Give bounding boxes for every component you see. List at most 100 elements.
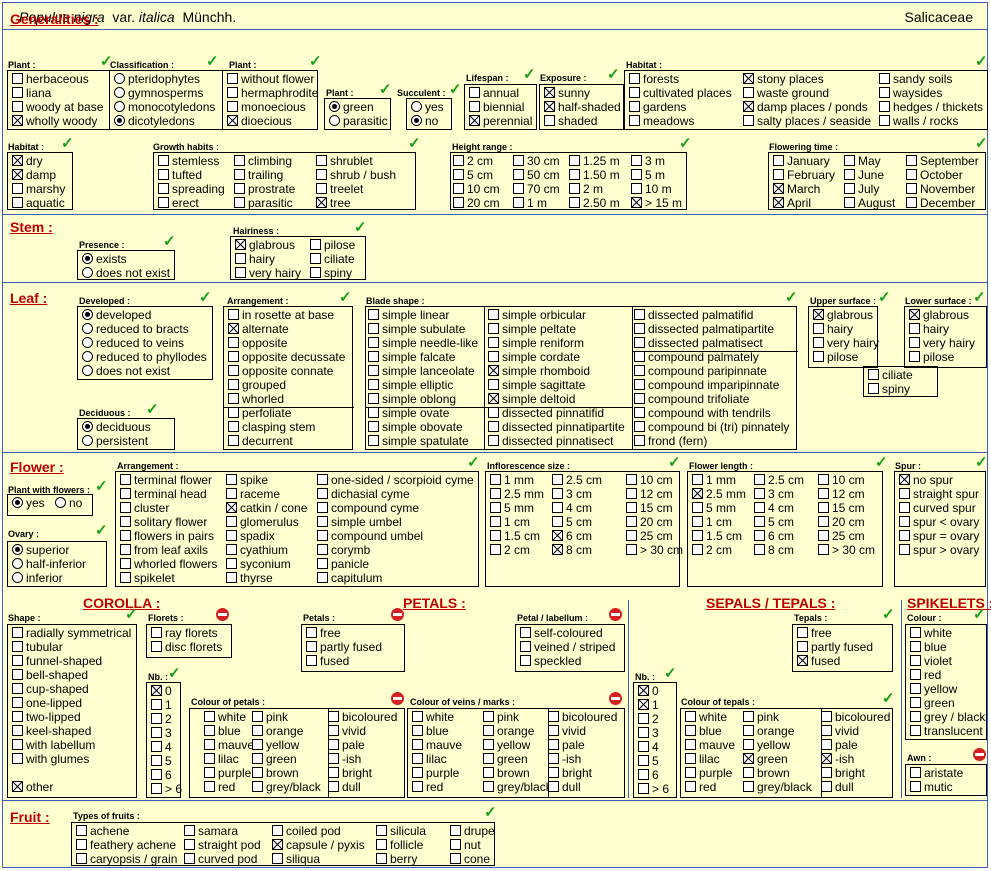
checkbox[interactable] [513, 169, 524, 180]
checkbox[interactable] [685, 753, 696, 764]
radio-button[interactable] [411, 101, 422, 112]
checkbox[interactable] [626, 474, 637, 485]
option-august[interactable]: August [844, 196, 895, 210]
option-spadix[interactable]: spadix [226, 529, 275, 543]
option-opposite-connate[interactable]: opposite connate [228, 364, 333, 378]
option-superior[interactable]: superior [12, 543, 69, 557]
checkbox[interactable] [184, 825, 195, 836]
checkbox[interactable] [272, 839, 283, 850]
checkbox[interactable] [821, 753, 832, 764]
option-reduced-to-phyllodes[interactable]: reduced to phyllodes [82, 350, 207, 364]
option-3[interactable]: 3 [638, 726, 659, 740]
option-purple[interactable]: purple [412, 766, 459, 780]
option-with-glumes[interactable]: with glumes [12, 752, 89, 766]
option-sandy-soils[interactable]: sandy soils [879, 72, 952, 86]
option-green[interactable]: green [252, 752, 297, 766]
checkbox[interactable] [899, 502, 910, 513]
checkbox[interactable] [12, 115, 23, 126]
option-very-hairy[interactable]: very hairy [813, 336, 879, 350]
option-15-m[interactable]: > 15 m [631, 196, 682, 210]
option-6[interactable]: > 6 [151, 782, 182, 796]
checkbox[interactable] [899, 530, 910, 541]
checkbox[interactable] [412, 711, 423, 722]
option-4[interactable]: 4 [151, 740, 172, 754]
option-pale[interactable]: pale [548, 738, 585, 752]
option-2-cm[interactable]: 2 cm [692, 543, 732, 557]
option-free[interactable]: free [306, 626, 341, 640]
option-compound-imparipinnate[interactable]: compound imparipinnate [634, 378, 779, 392]
checkbox[interactable] [488, 323, 499, 334]
checkbox[interactable] [151, 713, 162, 724]
checkbox[interactable] [228, 323, 239, 334]
option-curved-pod[interactable]: curved pod [184, 852, 257, 866]
checkbox[interactable] [797, 641, 808, 652]
option-simple-reniform[interactable]: simple reniform [488, 336, 584, 350]
option-grey-black[interactable]: grey/black [252, 780, 321, 794]
option-stony-places[interactable]: stony places [743, 72, 824, 86]
option-cone[interactable]: cone [450, 852, 490, 866]
checkbox[interactable] [368, 393, 379, 404]
checkbox[interactable] [910, 655, 921, 666]
radio-button[interactable] [114, 87, 125, 98]
checkbox[interactable] [12, 183, 23, 194]
checkbox[interactable] [151, 685, 162, 696]
checkbox[interactable] [483, 739, 494, 750]
checkbox[interactable] [450, 839, 461, 850]
checkbox[interactable] [120, 516, 131, 527]
option-pale[interactable]: pale [821, 738, 858, 752]
option-10-m[interactable]: 10 m [631, 182, 672, 196]
option-simple-rhomboid[interactable]: simple rhomboid [488, 364, 590, 378]
option-6-cm[interactable]: 6 cm [552, 529, 592, 543]
option-dissected-pinnatisect[interactable]: dissected pinnatisect [488, 434, 613, 448]
checkbox[interactable] [469, 115, 480, 126]
checkbox[interactable] [634, 379, 645, 390]
option-1[interactable]: 1 [638, 698, 659, 712]
option-deciduous[interactable]: deciduous [82, 420, 151, 434]
option-ish[interactable]: -ish [548, 752, 581, 766]
option-2-cm[interactable]: 2 cm [490, 543, 530, 557]
checkbox[interactable] [638, 769, 649, 780]
checkbox[interactable] [754, 502, 765, 513]
checkbox[interactable] [631, 169, 642, 180]
option-compound-umbel[interactable]: compound umbel [317, 529, 423, 543]
checkbox[interactable] [899, 474, 910, 485]
checkbox[interactable] [120, 488, 131, 499]
option-blue[interactable]: blue [910, 640, 947, 654]
checkbox[interactable] [629, 101, 640, 112]
checkbox[interactable] [310, 267, 321, 278]
option-hedges-thickets[interactable]: hedges / thickets [879, 100, 983, 114]
checkbox[interactable] [226, 516, 237, 527]
option-5-cm[interactable]: 5 cm [754, 515, 794, 529]
option-achene[interactable]: achene [76, 824, 129, 838]
option-red[interactable]: red [412, 780, 443, 794]
checkbox[interactable] [252, 753, 263, 764]
option-6-cm[interactable]: 6 cm [754, 529, 794, 543]
option-dissected-palmatisect[interactable]: dissected palmatisect [634, 336, 763, 350]
option-translucent[interactable]: translucent [910, 724, 983, 738]
checkbox[interactable] [909, 337, 920, 348]
checkbox[interactable] [910, 683, 921, 694]
option-stemless[interactable]: stemless [158, 154, 219, 168]
checkbox[interactable] [813, 309, 824, 320]
option-2-5-mm[interactable]: 2.5 mm [490, 487, 544, 501]
checkbox[interactable] [120, 502, 131, 513]
option-hermaphrodite[interactable]: hermaphrodite [227, 86, 318, 100]
option-ish[interactable]: -ish [821, 752, 854, 766]
checkbox[interactable] [906, 169, 917, 180]
option-orange[interactable]: orange [252, 724, 303, 738]
checkbox[interactable] [368, 337, 379, 348]
option-january[interactable]: January [773, 154, 830, 168]
radio-button[interactable] [114, 101, 125, 112]
checkbox[interactable] [158, 155, 169, 166]
option-spur-ovary[interactable]: spur < ovary [899, 515, 979, 529]
checkbox[interactable] [569, 183, 580, 194]
checkbox[interactable] [634, 393, 645, 404]
option-with-labellum[interactable]: with labellum [12, 738, 95, 752]
option-8-cm[interactable]: 8 cm [552, 543, 592, 557]
option-coiled-pod[interactable]: coiled pod [272, 824, 341, 838]
checkbox[interactable] [76, 853, 87, 864]
checkbox[interactable] [629, 115, 640, 126]
checkbox[interactable] [548, 767, 559, 778]
option-simple-umbel[interactable]: simple umbel [317, 515, 402, 529]
option-herbaceous[interactable]: herbaceous [12, 72, 89, 86]
